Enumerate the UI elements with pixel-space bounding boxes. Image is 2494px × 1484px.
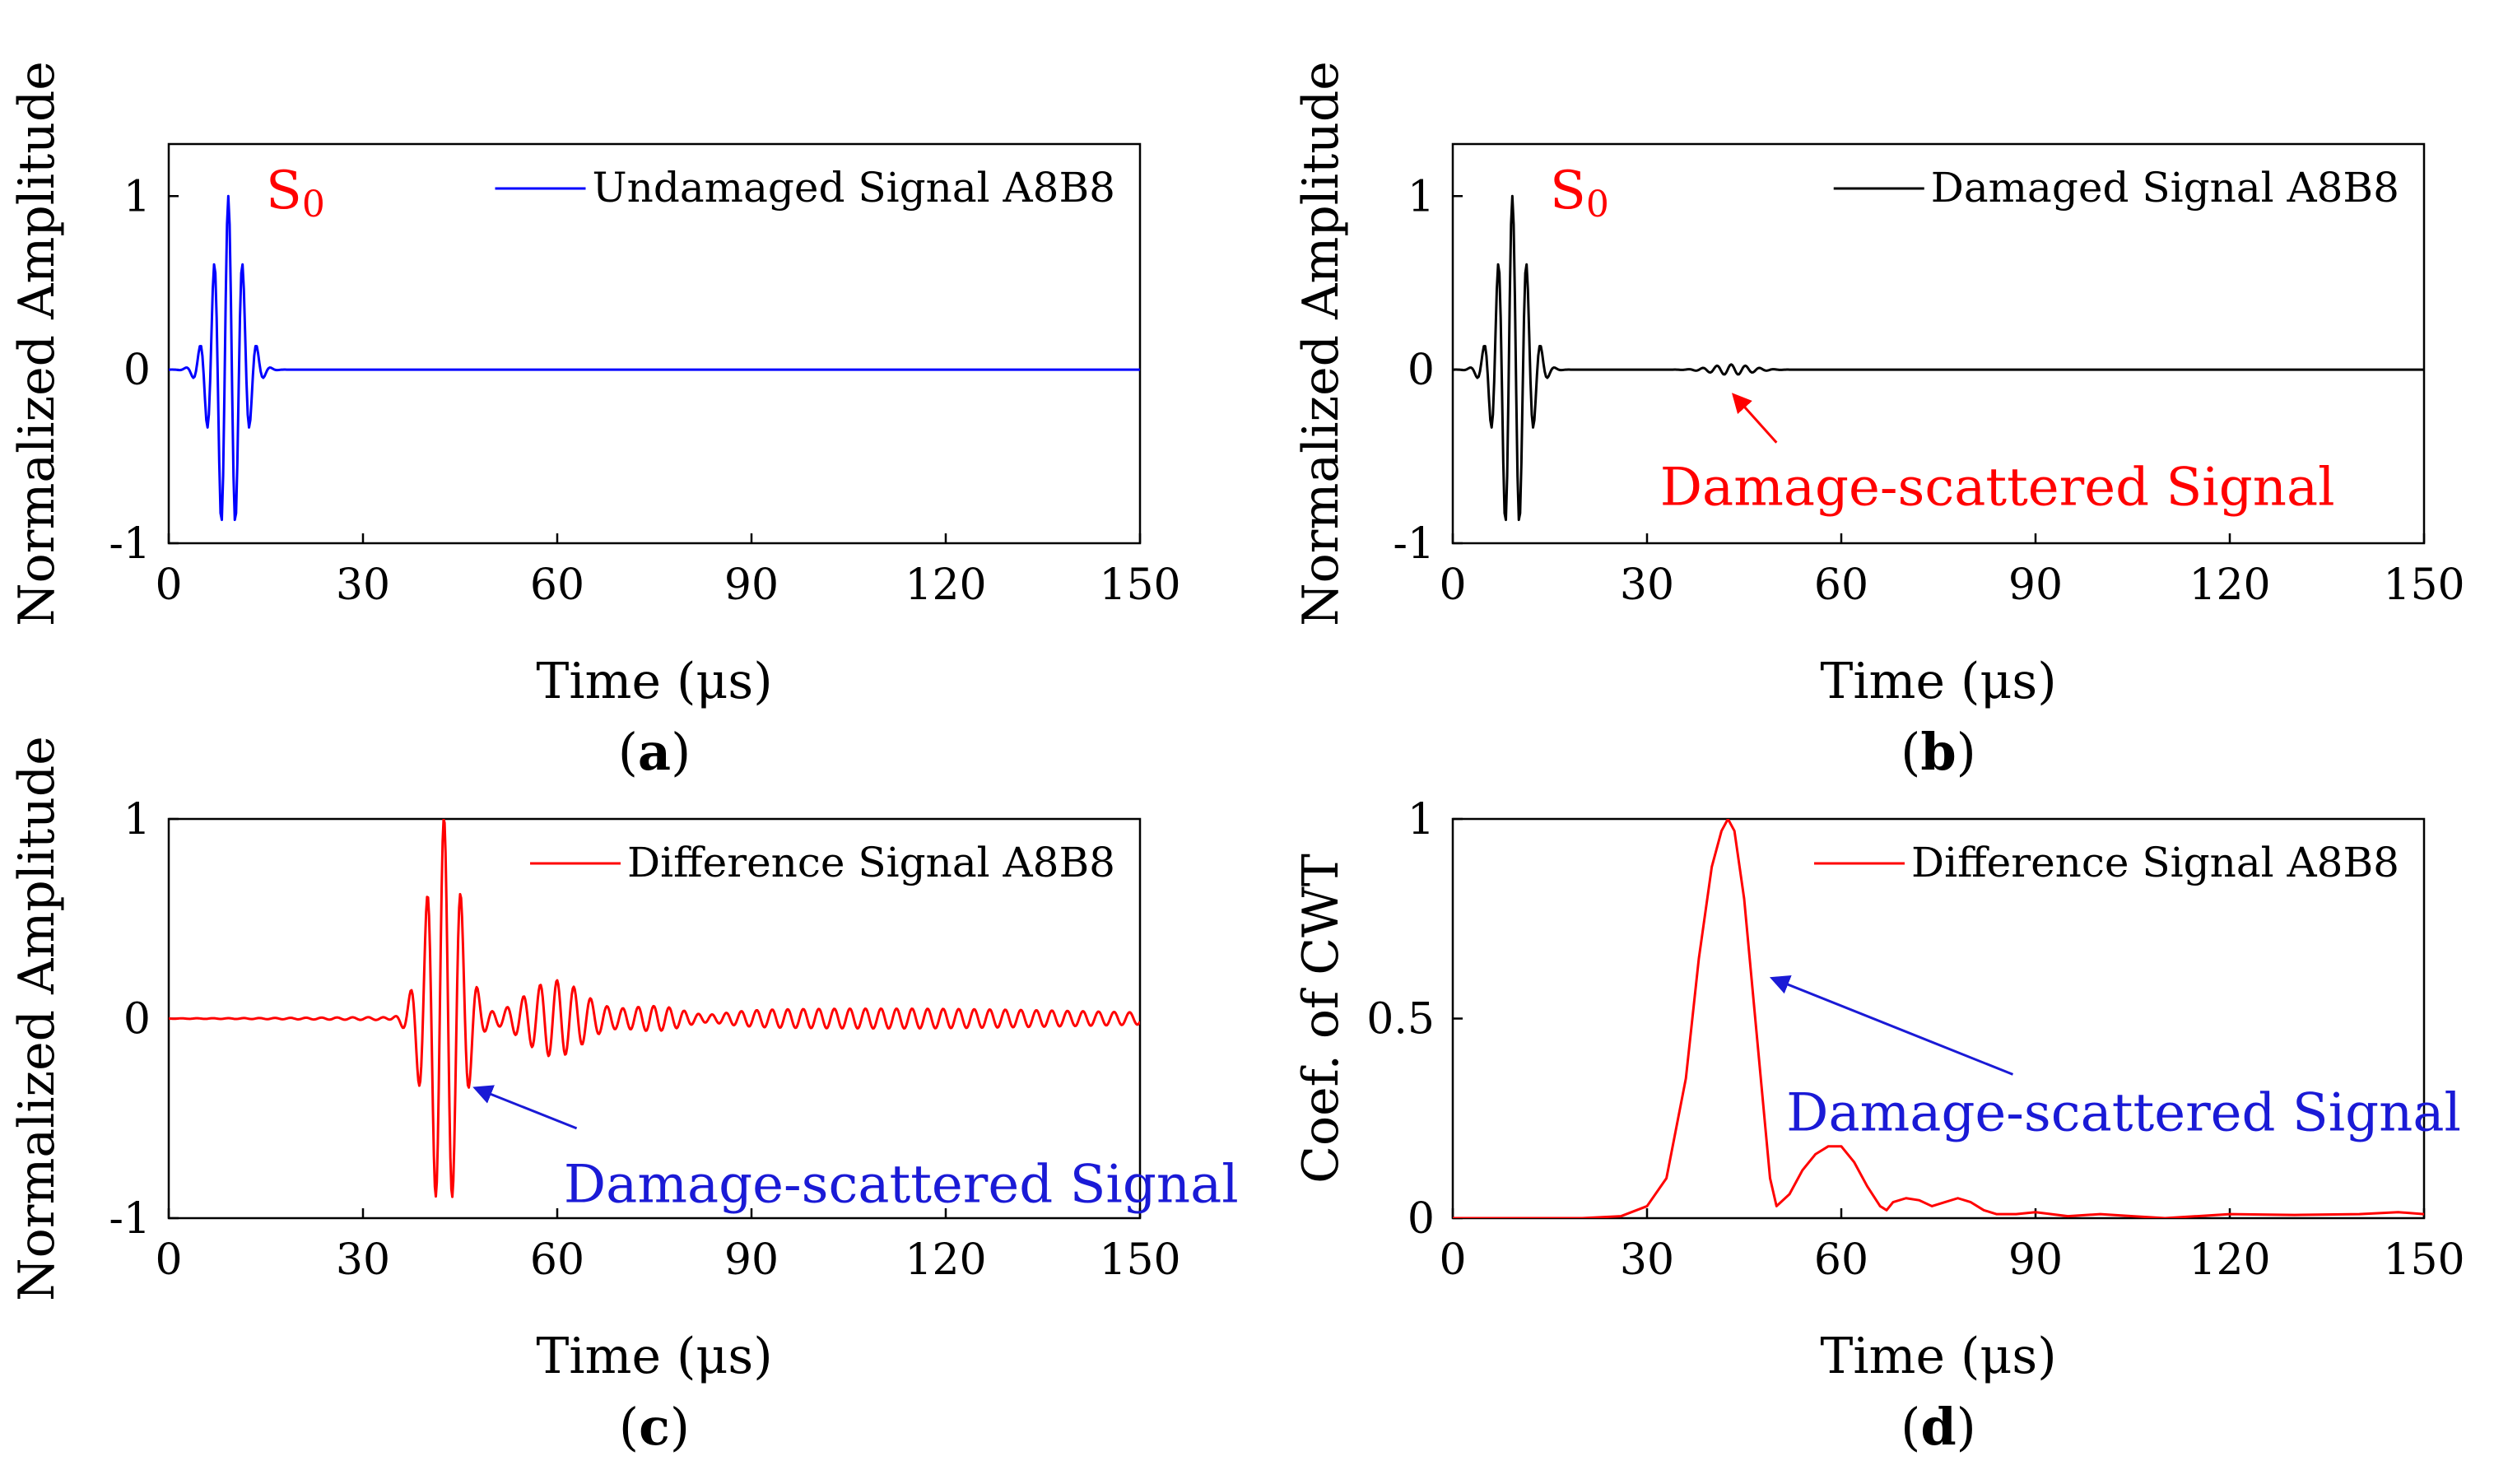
annotation-label: Damage-scattered Signal bbox=[1660, 458, 2335, 519]
x-tick-label: 0 bbox=[155, 561, 182, 610]
x-tick-label: 90 bbox=[2008, 1235, 2063, 1285]
annotation-arrow bbox=[472, 1085, 578, 1130]
x-tick-label: 0 bbox=[155, 1235, 182, 1285]
panel-label: (a) bbox=[618, 722, 691, 782]
legend-label: Undamaged Signal A8B8 bbox=[593, 164, 1116, 212]
x-tick-label: 150 bbox=[2383, 1235, 2464, 1285]
x-tick-label: 60 bbox=[1814, 1235, 1868, 1285]
x-tick-label: 60 bbox=[530, 561, 584, 610]
y-tick-label: 0 bbox=[123, 995, 151, 1044]
x-axis-title: Time (μs) bbox=[1820, 1328, 2056, 1385]
x-tick-label: 30 bbox=[1620, 561, 1674, 610]
s0-mode-letter: S bbox=[1550, 160, 1586, 221]
panel-label: (d) bbox=[1901, 1397, 1976, 1457]
panel-label-open: ( bbox=[1901, 1397, 1920, 1457]
x-tick-label: 120 bbox=[905, 1235, 986, 1285]
panel-label-close: ) bbox=[670, 1397, 690, 1457]
panel-label-close: ) bbox=[671, 722, 691, 782]
panel-label-letter: a bbox=[638, 722, 671, 782]
y-tick-label: -1 bbox=[1393, 519, 1435, 569]
panel-label-open: ( bbox=[1901, 722, 1920, 782]
panel-label-close: ) bbox=[1957, 1397, 1976, 1457]
legend-label: Damaged Signal A8B8 bbox=[1931, 164, 2399, 212]
x-tick-label: 90 bbox=[724, 561, 779, 610]
y-tick-label: 0 bbox=[1408, 346, 1435, 395]
legend-label: Difference Signal A8B8 bbox=[627, 839, 1115, 886]
y-tick-label: 1 bbox=[1408, 172, 1435, 221]
annotation-arrow bbox=[1769, 975, 2014, 1076]
y-axis-title: Normalized Amplitude bbox=[8, 61, 66, 626]
x-tick-label: 150 bbox=[1099, 1235, 1180, 1285]
panel-label: (c) bbox=[619, 1397, 690, 1457]
y-tick-label: 0 bbox=[1408, 1194, 1435, 1244]
x-tick-label: 30 bbox=[336, 561, 390, 610]
s0-mode-letter: S bbox=[266, 160, 302, 221]
y-tick-label: -1 bbox=[109, 519, 151, 569]
panel-label-letter: c bbox=[639, 1397, 670, 1457]
s0-mode-label: S0 bbox=[266, 160, 325, 226]
x-axis-title: Time (μs) bbox=[536, 1328, 772, 1385]
x-tick-label: 60 bbox=[1814, 561, 1868, 610]
y-tick-label: 0 bbox=[123, 346, 151, 395]
panel-label-letter: b bbox=[1920, 722, 1956, 782]
panel-d: 0 30 60 90 120 150 0 0.5 1 Time (μs) Coef. of CWT D… bbox=[1292, 795, 2465, 1457]
series-line bbox=[1453, 819, 2424, 1218]
s0-mode-label: S0 bbox=[1550, 160, 1609, 226]
x-axis-title: Time (μs) bbox=[1820, 653, 2056, 710]
y-tick-label: 1 bbox=[123, 795, 151, 844]
s0-mode-subscript: 0 bbox=[1586, 184, 1609, 226]
annotation-label: Damage-scattered Signal bbox=[564, 1155, 1239, 1216]
panel-label-open: ( bbox=[618, 722, 638, 782]
x-tick-label: 120 bbox=[905, 561, 986, 610]
x-tick-label: 0 bbox=[1439, 1235, 1466, 1285]
y-tick-label: 1 bbox=[123, 172, 151, 221]
s0-mode-subscript: 0 bbox=[302, 184, 325, 226]
y-axis-title: Normalized Amplitude bbox=[1292, 61, 1350, 626]
y-tick-label: 0.5 bbox=[1366, 995, 1435, 1044]
x-tick-label: 60 bbox=[530, 1235, 584, 1285]
plot-frame bbox=[1451, 142, 2426, 545]
legend-label: Difference Signal A8B8 bbox=[1911, 839, 2399, 886]
series-line bbox=[169, 819, 1140, 1198]
panel-label-open: ( bbox=[619, 1397, 639, 1457]
y-axis-title: Coef. of CWT bbox=[1292, 854, 1350, 1184]
x-tick-label: 90 bbox=[2008, 561, 2063, 610]
y-tick-label: -1 bbox=[109, 1194, 151, 1244]
x-tick-label: 0 bbox=[1439, 561, 1466, 610]
y-axis-title: Normalized Amplitude bbox=[8, 736, 66, 1301]
annotation-label: Damage-scattered Signal bbox=[1786, 1082, 2461, 1143]
x-tick-label: 120 bbox=[2189, 561, 2270, 610]
series-line bbox=[1453, 194, 2424, 522]
x-tick-label: 150 bbox=[1099, 561, 1180, 610]
panel-label: (b) bbox=[1901, 722, 1976, 782]
x-tick-label: 90 bbox=[724, 1235, 779, 1285]
x-tick-label: 120 bbox=[2189, 1235, 2270, 1285]
panel-label-letter: d bbox=[1920, 1397, 1956, 1457]
plot-frame bbox=[167, 142, 1142, 545]
x-tick-label: 150 bbox=[2383, 561, 2464, 610]
series-line bbox=[169, 194, 1140, 522]
annotation-arrow bbox=[1731, 393, 1778, 444]
x-tick-label: 30 bbox=[1620, 1235, 1674, 1285]
x-tick-label: 30 bbox=[336, 1235, 390, 1285]
panel-label-close: ) bbox=[1957, 722, 1976, 782]
y-tick-label: 1 bbox=[1408, 795, 1435, 844]
x-axis-title: Time (μs) bbox=[536, 653, 772, 710]
